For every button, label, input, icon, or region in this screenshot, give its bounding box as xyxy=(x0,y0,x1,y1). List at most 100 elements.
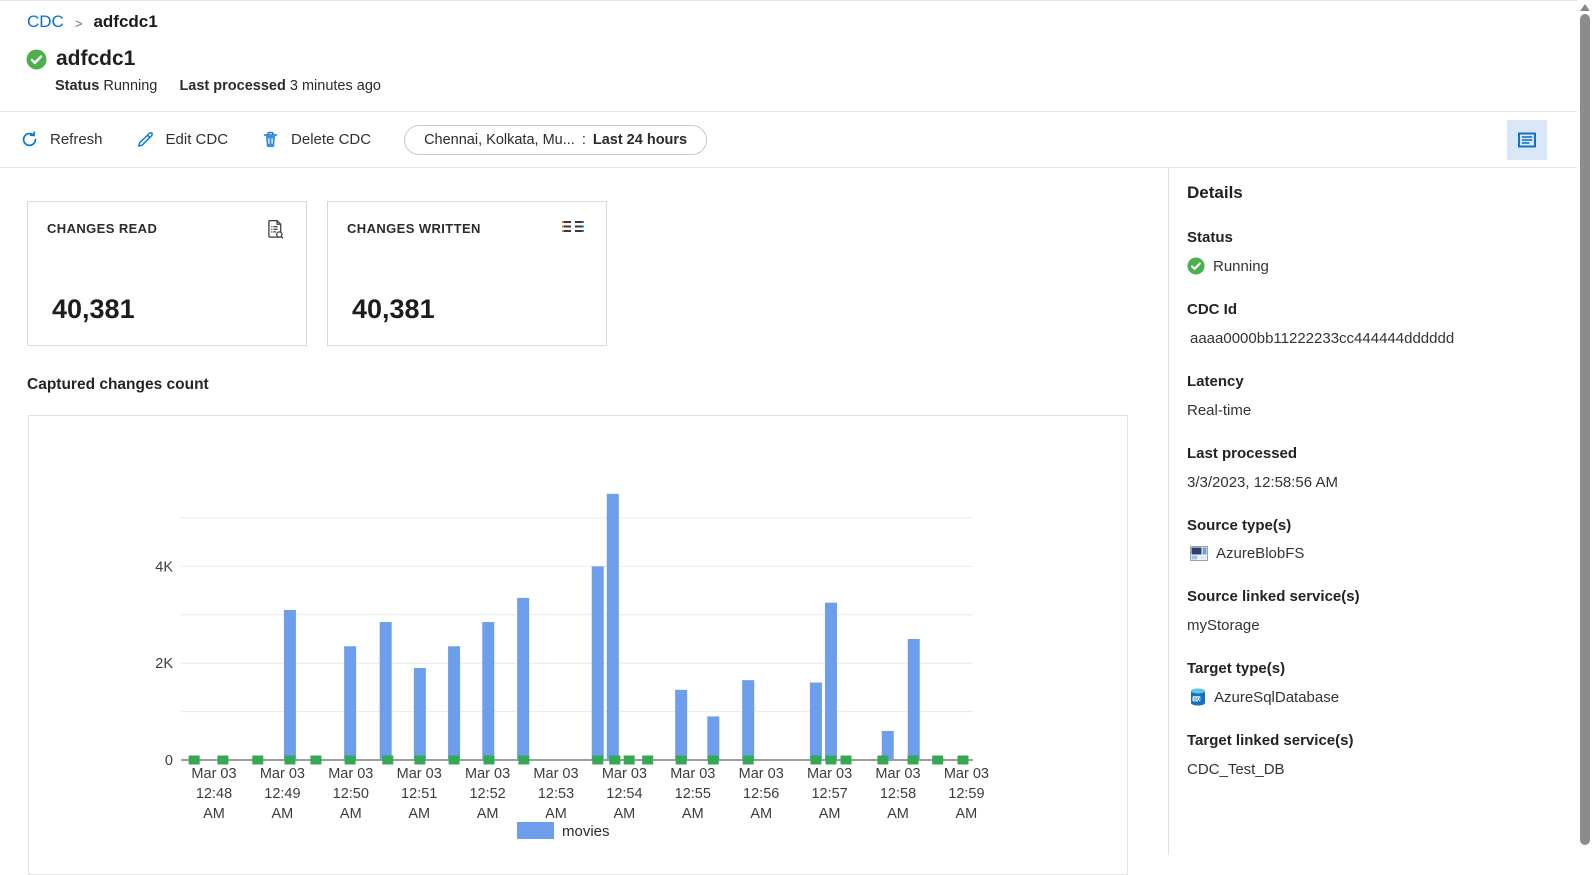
delete-trash-icon xyxy=(261,130,280,149)
zero-change-marker[interactable] xyxy=(742,755,754,765)
x-axis-tick-label: AM xyxy=(340,806,362,822)
zero-change-marker[interactable] xyxy=(675,755,687,765)
chart-bar[interactable] xyxy=(742,680,755,760)
status-value: Running xyxy=(103,78,158,94)
zero-change-marker[interactable] xyxy=(344,755,356,765)
chart-bar[interactable] xyxy=(448,646,461,760)
changes-read-card: CHANGES READ 40,381 xyxy=(27,201,307,346)
chart-bar[interactable] xyxy=(675,689,688,760)
toolbar: Refresh Edit CDC Delete CDC xyxy=(0,111,1577,168)
zero-change-marker[interactable] xyxy=(252,755,264,765)
chart-canvas[interactable]: 0 2K 4K Mar 03 12:48 AM Mar 03 12:49 AM Mar 03 12:… xyxy=(29,416,1127,854)
x-axis-tick-label: Mar 03 xyxy=(465,766,510,782)
zero-change-marker[interactable] xyxy=(840,755,852,765)
zero-change-marker[interactable] xyxy=(382,755,394,765)
breadcrumb-cdc-link[interactable]: CDC xyxy=(27,12,64,31)
azure-blobfs-icon xyxy=(1190,546,1208,561)
refresh-label: Refresh xyxy=(50,131,103,148)
edit-cdc-label: Edit CDC xyxy=(165,131,229,148)
status-label: Status xyxy=(55,78,100,94)
zero-change-marker[interactable] xyxy=(623,755,635,765)
chart-bar[interactable] xyxy=(344,646,357,760)
y-axis-tick-label: 0 xyxy=(165,753,173,769)
filter-separator: : xyxy=(581,131,586,148)
zero-change-marker[interactable] xyxy=(518,755,530,765)
zero-change-marker[interactable] xyxy=(932,755,944,765)
zero-change-marker[interactable] xyxy=(188,755,200,765)
details-cdcid-label: CDC Id xyxy=(1187,301,1237,318)
zero-change-marker[interactable] xyxy=(592,755,604,765)
zero-change-marker[interactable] xyxy=(810,755,822,765)
zero-change-marker[interactable] xyxy=(310,755,322,765)
details-sourcetype-label: Source type(s) xyxy=(1187,517,1292,534)
x-axis-tick-label: AM xyxy=(682,806,704,822)
changes-read-title: CHANGES READ xyxy=(47,221,158,236)
details-status-running-icon xyxy=(1187,257,1205,275)
x-axis-tick-label: 12:54 xyxy=(606,786,642,802)
page-title: adfcdc1 xyxy=(56,47,136,70)
zero-change-marker[interactable] xyxy=(642,755,654,765)
list-columns-icon[interactable] xyxy=(560,218,587,240)
zero-change-marker[interactable] xyxy=(957,755,969,765)
chart-bar[interactable] xyxy=(809,682,822,760)
chart-bar[interactable] xyxy=(517,597,530,760)
x-axis-tick-label: AM xyxy=(887,806,909,822)
zero-change-marker[interactable] xyxy=(448,755,460,765)
document-search-icon[interactable] xyxy=(264,218,287,246)
chart-bar[interactable] xyxy=(907,639,920,760)
breadcrumb-separator: > xyxy=(74,15,83,31)
details-targetlinked-label: Target linked service(s) xyxy=(1187,732,1354,749)
chart-bar[interactable] xyxy=(707,716,720,760)
legend-label[interactable]: movies xyxy=(562,823,610,840)
page-title-row: adfcdc1 xyxy=(26,47,1577,71)
details-sourcelinked-label: Source linked service(s) xyxy=(1187,588,1360,605)
filter-tables-text: Chennai, Kolkata, Mu... xyxy=(424,131,575,148)
details-status-value: Running xyxy=(1213,257,1269,275)
chart-bar[interactable] xyxy=(413,668,426,760)
chart-bar[interactable] xyxy=(881,730,894,760)
x-axis-tick-label: 12:55 xyxy=(675,786,711,802)
x-axis-tick-label: AM xyxy=(408,806,430,822)
legend-swatch[interactable] xyxy=(517,822,554,839)
chart-bar[interactable] xyxy=(591,566,604,760)
chart-bar[interactable] xyxy=(824,602,837,760)
x-axis-tick-label: AM xyxy=(203,806,225,822)
chart-bar[interactable] xyxy=(606,493,619,760)
chart-bar[interactable] xyxy=(283,609,296,760)
x-axis-tick-label: Mar 03 xyxy=(533,766,578,782)
details-latency-label: Latency xyxy=(1187,373,1244,390)
zero-change-marker[interactable] xyxy=(284,755,296,765)
chart-bar[interactable] xyxy=(379,622,392,760)
refresh-icon xyxy=(20,130,39,149)
x-axis-tick-label: Mar 03 xyxy=(944,766,989,782)
x-axis-tick-label: 12:49 xyxy=(264,786,300,802)
zero-change-marker[interactable] xyxy=(217,755,229,765)
x-axis-tick-label: AM xyxy=(477,806,499,822)
tables-time-range-filter[interactable]: Chennai, Kolkata, Mu... : Last 24 hours xyxy=(404,124,708,155)
zero-change-marker[interactable] xyxy=(414,755,426,765)
details-targettype-value: AzureSqlDatabase xyxy=(1214,688,1340,706)
x-axis-tick-label: 12:57 xyxy=(811,786,847,802)
details-title: Details xyxy=(1187,183,1243,202)
chart-heading: Captured changes count xyxy=(27,376,209,393)
details-lastprocessed-label: Last processed xyxy=(1187,445,1298,462)
details-panel-toggle-button[interactable] xyxy=(1507,120,1547,160)
changes-read-value: 40,381 xyxy=(52,294,135,324)
details-targettype-label: Target type(s) xyxy=(1187,660,1286,677)
zero-change-marker[interactable] xyxy=(907,755,919,765)
edit-cdc-button[interactable]: Edit CDC xyxy=(136,130,229,149)
details-cdcid-value: aaaa0000bb11222233cc444444dddddd xyxy=(1190,330,1455,347)
scrollbar-up-arrow-icon[interactable] xyxy=(1580,4,1590,11)
last-processed-label: Last processed xyxy=(179,78,286,94)
svg-text:SQL: SQL xyxy=(1193,696,1203,701)
zero-change-marker[interactable] xyxy=(707,755,719,765)
delete-cdc-button[interactable]: Delete CDC xyxy=(261,130,371,149)
zero-change-marker[interactable] xyxy=(609,755,621,765)
zero-change-marker[interactable] xyxy=(483,755,495,765)
chart-bar[interactable] xyxy=(482,622,495,760)
zero-change-marker[interactable] xyxy=(877,755,889,765)
x-axis-tick-label: 12:50 xyxy=(333,786,369,802)
refresh-button[interactable]: Refresh xyxy=(20,130,103,149)
scrollbar-thumb[interactable] xyxy=(1580,14,1590,845)
zero-change-marker[interactable] xyxy=(825,755,837,765)
